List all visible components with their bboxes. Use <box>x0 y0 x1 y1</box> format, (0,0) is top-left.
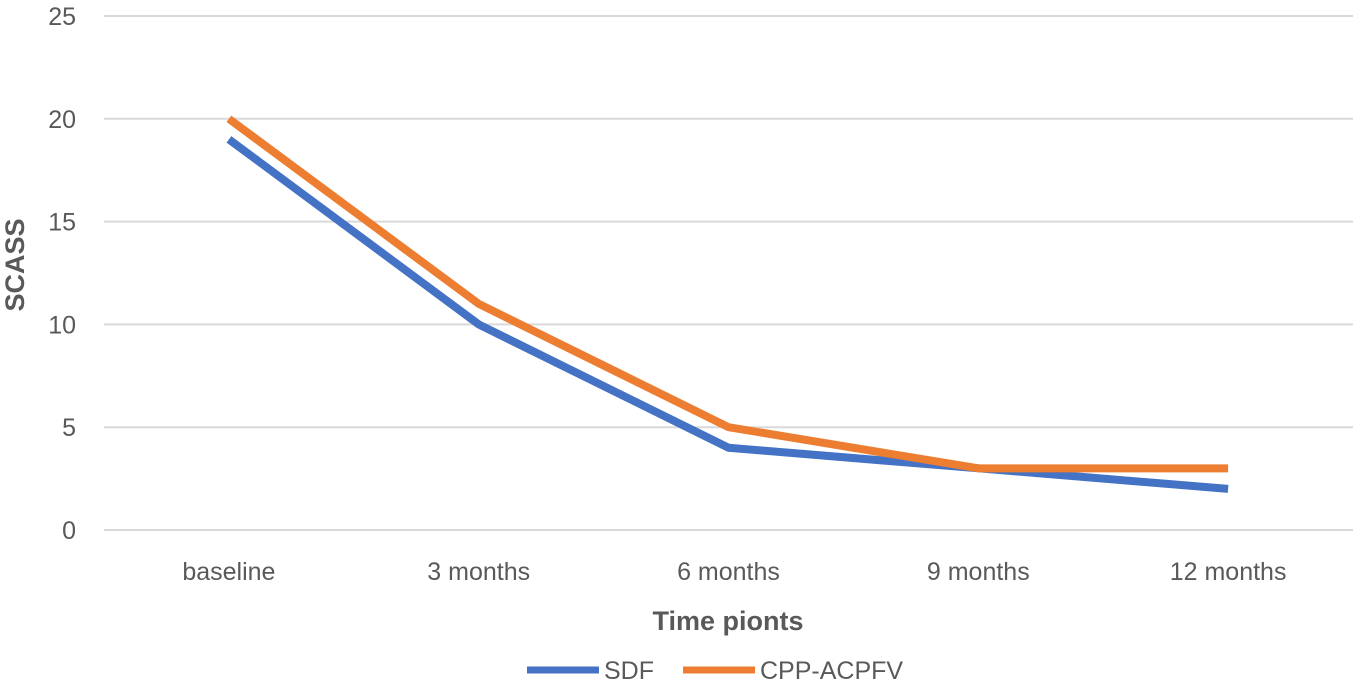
series-line-sdf <box>226 136 1229 493</box>
x-tick-label: 12 months <box>1170 558 1287 586</box>
x-tick-label: 3 months <box>427 558 530 586</box>
y-tick-label: 5 <box>62 414 76 442</box>
y-tick-label: 15 <box>48 209 76 237</box>
legend: SDF CPP-ACPFV <box>527 657 903 685</box>
y-tick-label: 10 <box>48 311 76 339</box>
series-lines <box>226 115 1229 493</box>
y-tick-label: 0 <box>62 517 76 545</box>
y-tick-label: 20 <box>48 106 76 134</box>
x-axis-ticks: baseline 3 months 6 months 9 months 12 month… <box>182 558 1286 586</box>
y-axis-title: SCASS <box>0 218 30 311</box>
legend-item-sdf: SDF <box>527 657 654 685</box>
x-axis-title: Time pionts <box>652 606 803 636</box>
legend-label-cpp-acpfv: CPP-ACPFV <box>760 657 903 685</box>
legend-label-sdf: SDF <box>604 657 654 685</box>
x-tick-label: 9 months <box>927 558 1030 586</box>
gridlines <box>104 15 1353 531</box>
y-axis-ticks: 0 5 10 15 20 25 <box>48 3 76 545</box>
y-tick-label: 25 <box>48 3 76 31</box>
x-tick-label: 6 months <box>677 558 780 586</box>
x-tick-label: baseline <box>182 558 275 586</box>
series-line-cpp-acpfv <box>226 115 1229 473</box>
legend-item-cpp-acpfv: CPP-ACPFV <box>683 657 903 685</box>
